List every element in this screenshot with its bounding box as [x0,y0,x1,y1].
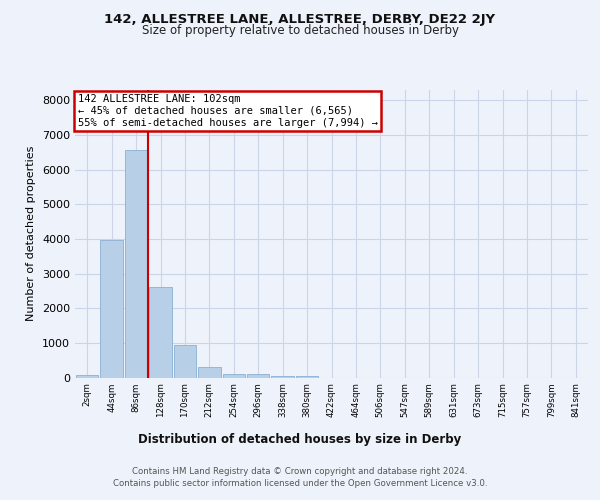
Bar [296,376,319,378]
Text: Contains public sector information licensed under the Open Government Licence v3: Contains public sector information licen… [113,479,487,488]
Text: Size of property relative to detached houses in Derby: Size of property relative to detached ho… [142,24,458,37]
Bar [100,240,123,378]
Bar [149,288,172,378]
Text: 142 ALLESTREE LANE: 102sqm
← 45% of detached houses are smaller (6,565)
55% of s: 142 ALLESTREE LANE: 102sqm ← 45% of deta… [77,94,377,128]
Text: 142, ALLESTREE LANE, ALLESTREE, DERBY, DE22 2JY: 142, ALLESTREE LANE, ALLESTREE, DERBY, D… [104,12,496,26]
Bar [223,374,245,378]
Bar [247,374,269,378]
Bar [125,150,148,378]
Text: Contains HM Land Registry data © Crown copyright and database right 2024.: Contains HM Land Registry data © Crown c… [132,468,468,476]
Bar [76,375,98,378]
Text: Distribution of detached houses by size in Derby: Distribution of detached houses by size … [139,432,461,446]
Bar [198,367,221,378]
Y-axis label: Number of detached properties: Number of detached properties [26,146,37,322]
Bar [271,376,294,378]
Bar [173,344,196,378]
